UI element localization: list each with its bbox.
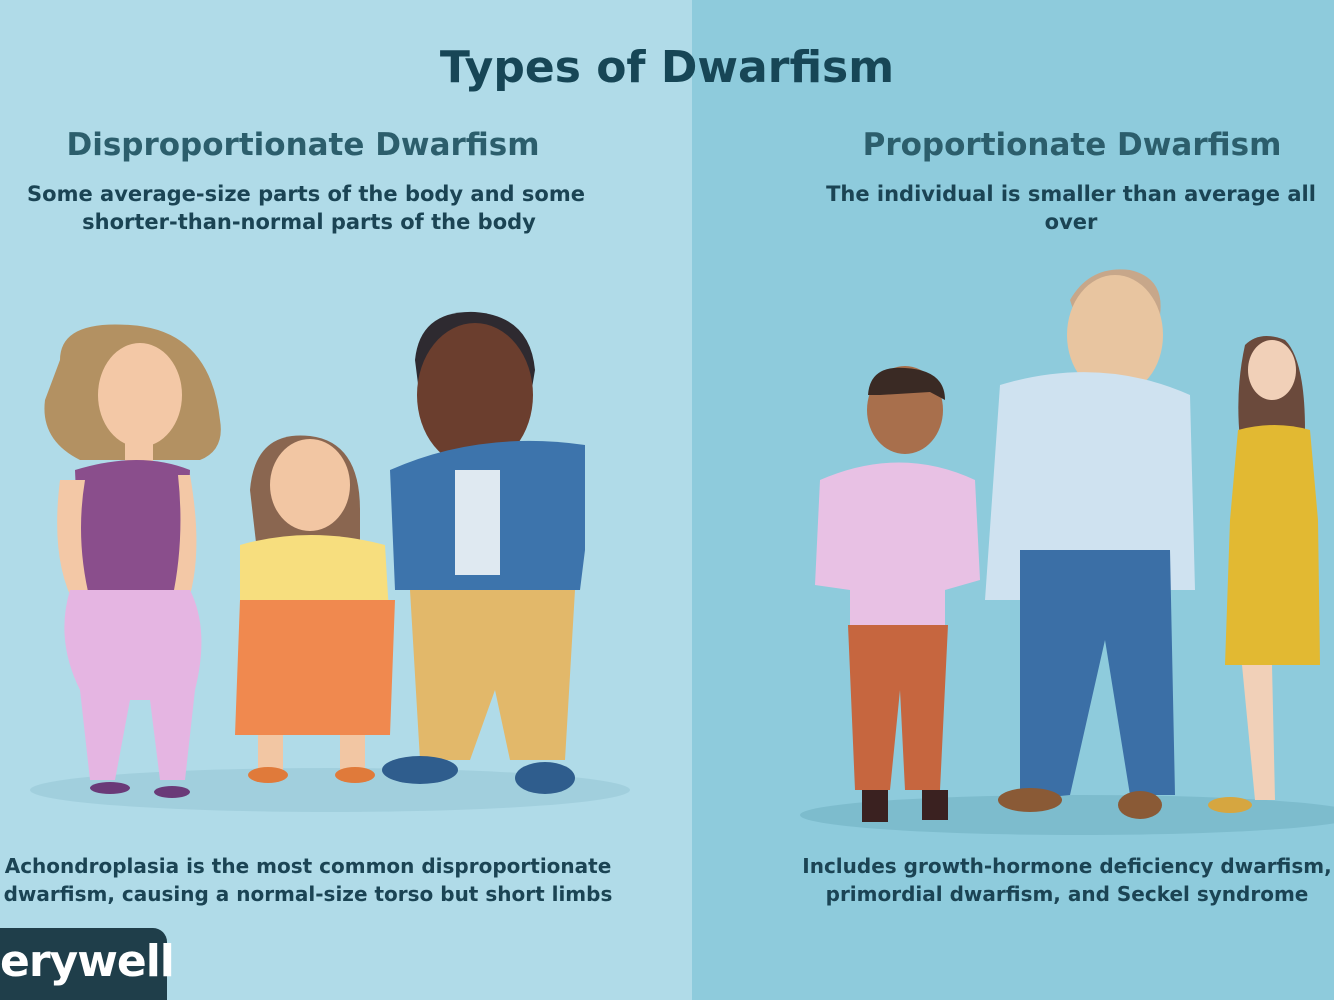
brand-logo-text: erywell [0, 936, 175, 987]
left-footer-line-1: Achondroplasia is the most common dispro… [4, 854, 612, 878]
brand-logo: erywell [0, 928, 175, 1000]
right-footer-line-2: primordial dwarfism, and Seckel syndrome [825, 882, 1309, 906]
page-title: Types of Dwarfism [439, 42, 895, 93]
figure-girl-yellow [235, 435, 395, 783]
figure-man-light-blue [985, 269, 1195, 819]
left-description-line-1: Some average-size parts of the body and … [27, 182, 585, 206]
right-description: The individual is smaller than average a… [826, 182, 1316, 234]
figure-woman-purple [44, 324, 221, 798]
figure-woman-yellow-dress [1208, 336, 1320, 813]
figure-boy-pink-sweater [815, 366, 980, 822]
right-footer-line-1: Includes growth-hormone deficiency dwarf… [802, 854, 1332, 878]
left-footer-line-2: dwarfism, causing a normal-size torso bu… [3, 882, 613, 906]
left-description-line-2: shorter-than-normal parts of the body [82, 210, 536, 234]
figure-boy-blue-hoodie [382, 311, 585, 794]
right-heading: Proportionate Dwarfism [862, 127, 1282, 163]
left-heading: Disproportionate Dwarfism [66, 127, 540, 163]
